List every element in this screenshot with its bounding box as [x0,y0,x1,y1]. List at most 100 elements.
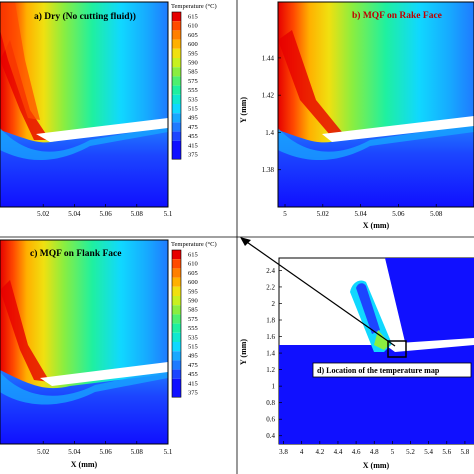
x-tick-label: 5.04 [68,210,81,218]
legend-top-swatches: 615 610 605 600 595 590 585 575 555 535 515 495 475 4… [171,11,198,160]
legend-level-label: 575 [188,316,198,323]
y-tick-label: 1.6 [266,333,275,341]
legend-level-label: 600 [188,41,198,48]
x-tick-label: 3.8 [279,448,288,456]
panel-d-yticks: 2.4 2.2 2 1.8 1.6 1.4 1.2 1 0.8 0.6 0.4 [266,267,282,440]
y-tick-label: 2.2 [266,283,275,291]
legend-swatch [172,131,181,141]
panel-d-xlabel: X (mm) [363,461,390,470]
panel-b-xticks: 5 5.02 5.04 5.06 5.08 [283,204,443,218]
legend-level-label: 415 [188,380,198,387]
legend-level-label: 475 [188,124,198,131]
legend-bottom-title: Temperature (°C) [171,241,217,248]
panel-d-xticks: 3.8 4 4.2 4.4 4.6 4.8 5 5.2 5.4 5.6 5.8 [279,441,470,456]
panel-b-title: b) MQF on Rake Face [352,10,442,21]
x-tick-label: 5 [283,210,287,218]
legend-level-label: 590 [188,298,198,305]
location-arrow [243,239,396,347]
legend-level-label: 575 [188,78,198,85]
x-tick-label: 5.08 [131,448,144,456]
x-tick-label: 5 [391,448,395,456]
panel-d-location-box [387,340,407,358]
legend-level-label: 600 [188,279,198,286]
legend-swatch [172,296,181,306]
panel-d-workpiece [279,345,474,444]
legend-top: Temperature (°C) 615 610 605 600 595 590 585 57… [171,3,217,160]
x-tick-label: 4 [300,448,304,456]
legend-level-label: 595 [188,50,198,57]
y-tick-label: 1.8 [266,317,275,325]
y-tick-label: 1.44 [262,54,275,62]
legend-level-label: 615 [188,252,198,259]
legend-level-label: 605 [188,32,198,39]
legend-level-label: 585 [188,307,198,314]
panel-a-workpiece [0,128,168,207]
panel-a: a) Dry (No cutting fluid)) 5.02 5.04 5.06 5… [0,1,173,218]
legend-swatch [172,388,181,398]
y-tick-label: 0.4 [266,432,275,440]
legend-level-label: 515 [188,106,198,113]
legend-level-label: 455 [188,371,198,378]
panel-c-xticks: 5.02 5.04 5.06 5.08 5.1 [37,441,173,456]
panel-d-ylabel: Y (mm) [239,339,248,365]
legend-swatch [172,369,181,379]
panel-b-yticks: 1.44 1.42 1.4 1.38 [262,54,281,174]
x-tick-label: 4.8 [370,448,379,456]
panel-b-ylabel: Y (mm) [239,97,248,123]
legend-swatch [172,94,181,104]
legend-level-label: 555 [188,325,198,332]
legend-swatch [172,140,181,150]
y-tick-label: 0.8 [266,399,275,407]
x-tick-label: 4.4 [334,448,343,456]
panel-a-chip [36,118,168,142]
legend-swatch [172,342,181,352]
x-tick-label: 4.6 [352,448,361,456]
panel-a-title: a) Dry (No cutting fluid)) [34,11,136,22]
legend-level-label: 495 [188,353,198,360]
x-tick-label: 5.02 [37,210,50,218]
x-tick-label: 5.4 [424,448,433,456]
y-tick-label: 0.6 [266,416,275,424]
y-tick-label: 2.4 [266,267,275,275]
panel-c-xlabel: X (mm) [71,460,98,469]
legend-swatch [172,113,181,123]
panel-d-annotation: d) Location of the temperature map [317,366,440,375]
legend-swatch [172,323,181,333]
y-tick-label: 1.4 [266,350,275,358]
panel-b: b) MQF on Rake Face 5 5.02 5.04 5.06 5.08 1.… [239,1,474,230]
x-tick-label: 5.06 [99,448,112,456]
y-tick-label: 2 [272,300,276,308]
legend-level-label: 535 [188,96,198,103]
legend-bottom: Temperature (°C) 615 610 605 600 595 590 585 57… [171,241,217,398]
x-tick-label: 5.2 [406,448,415,456]
legend-level-label: 375 [188,390,198,397]
legend-swatch [172,268,181,278]
legend-swatch [172,378,181,388]
legend-level-label: 585 [188,69,198,76]
legend-swatch [172,305,181,315]
legend-swatch [172,351,181,361]
legend-level-label: 605 [188,270,198,277]
x-tick-label: 5.08 [430,210,443,218]
legend-level-label: 590 [188,60,198,67]
legend-level-label: 535 [188,334,198,341]
legend-swatch [172,39,181,49]
legend-level-label: 610 [188,261,198,268]
legend-top-title: Temperature (°C) [171,3,217,10]
legend-swatch [172,58,181,68]
legend-swatch [172,30,181,40]
x-tick-label: 5.06 [99,210,112,218]
x-tick-label: 4.2 [315,448,324,456]
x-tick-label: 5.02 [317,210,330,218]
panel-a-xticks: 5.02 5.04 5.06 5.08 5.1 [37,204,173,218]
legend-level-label: 615 [188,14,198,21]
legend-swatch [172,150,181,160]
y-tick-label: 1.2 [266,366,275,374]
legend-swatch [172,21,181,31]
y-tick-label: 1.4 [265,129,274,137]
legend-swatch [172,277,181,287]
legend-bottom-swatches: 615 610 605 600 595 590 585 575 555 535 515 495 475 4… [171,249,198,398]
x-tick-label: 5.04 [354,210,367,218]
x-tick-label: 5.06 [392,210,405,218]
legend-swatch [172,259,181,269]
